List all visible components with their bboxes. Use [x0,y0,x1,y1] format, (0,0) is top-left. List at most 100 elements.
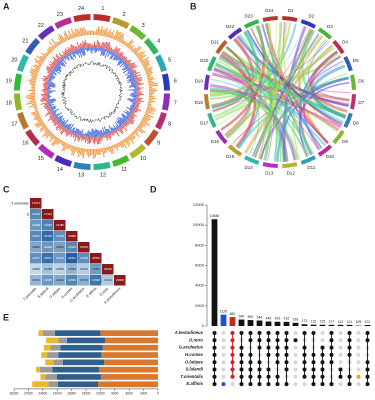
density-bar [50,136,58,146]
density-bar [121,39,125,44]
density-bar [97,26,100,36]
density-bar [118,128,124,135]
density-bar [137,125,143,129]
density-bar [77,147,81,158]
density-bar [136,126,146,134]
density-bar [115,56,120,62]
density-bar [74,128,78,134]
density-bar [141,118,148,123]
density-bar [62,119,69,127]
density-bar [113,127,116,131]
matrix-dot [248,338,253,343]
density-bar [74,46,77,51]
density-bar [148,97,157,100]
matrix-dot [230,345,235,350]
density-bar [114,31,120,41]
density-bar [122,117,127,122]
density-bar [74,134,78,142]
matrix-dot [284,338,289,343]
density-bar [119,36,125,43]
density-bar [127,62,131,65]
chromosome-label: D6 [358,78,364,83]
value-label: 112 [338,320,344,324]
density-bar [126,115,130,118]
y-tick-label: 6000 [195,263,205,268]
chromosome-label: D8 [353,121,359,126]
chromosome-label: D14 [244,165,253,170]
chromosome-segment [350,74,356,90]
density-bar [127,135,135,144]
x-tick-label: 6000 [126,392,133,396]
matrix-dot [347,345,352,350]
density-bar [114,121,120,128]
density-bar [70,52,72,55]
density-bar [121,125,128,132]
density-bar [98,148,101,156]
matrix-dot [248,331,253,335]
value-label: 590 [248,315,254,319]
chromosome-segment [37,25,55,41]
density-bar [38,64,42,67]
density-bar [107,50,111,58]
chromosome-label: 8 [168,122,171,128]
heat-cell [30,242,42,253]
density-bar [138,54,147,61]
density-bar [53,59,59,64]
density-bar [74,50,77,55]
x-tick-label: 30000 [10,392,19,396]
matrix-dot-empty [293,360,298,365]
density-bar [122,68,131,74]
density-bar [130,81,136,84]
density-bar [112,54,117,61]
bar-segment [54,330,101,336]
heat-cell [30,275,42,286]
chromosome-label: 5 [168,57,171,63]
density-bar [109,146,113,155]
density-bar [29,83,36,86]
density-bar [65,129,68,133]
density-bar [50,46,55,51]
density-bar [133,129,139,134]
density-bar [56,64,62,69]
density-bar [60,59,64,62]
density-bar [115,55,119,60]
chromosome-segment [332,39,345,55]
matrix-dot [347,374,352,379]
matrix-dot [329,352,334,357]
density-bar [123,42,127,46]
density-bar [101,147,105,158]
matrix-dot-empty [356,352,361,357]
density-bar [47,83,55,86]
density-bar [55,124,62,131]
density-bar [126,73,134,77]
matrix-dot [284,345,289,350]
bar-segment [104,359,158,366]
density-bar [32,111,40,116]
bar-segment [43,344,51,351]
density-bar [107,44,111,51]
matrix-dot-empty [356,367,361,372]
density-bar [135,51,143,57]
value-label: 419 [275,317,281,321]
density-bar [61,126,65,130]
density-bar [60,128,66,135]
value-label: 544 [257,315,263,319]
density-bar [30,73,38,77]
density-bar [112,49,115,53]
synteny-link [232,39,284,162]
density-bar [82,26,86,36]
density-bar [136,99,144,103]
column-label: E.affinis [86,286,98,298]
chromosome-label: 24 [78,6,84,12]
density-bar [124,122,128,126]
density-bar [79,42,82,49]
synteny-link [212,72,260,156]
chromosome-segment [215,39,228,55]
density-bar [104,135,106,138]
density-bar [78,135,81,142]
density-bar [132,70,137,74]
density-bar [44,103,49,106]
density-bar [47,71,52,75]
track-ring [25,25,159,159]
value-label: 416 [284,317,290,321]
